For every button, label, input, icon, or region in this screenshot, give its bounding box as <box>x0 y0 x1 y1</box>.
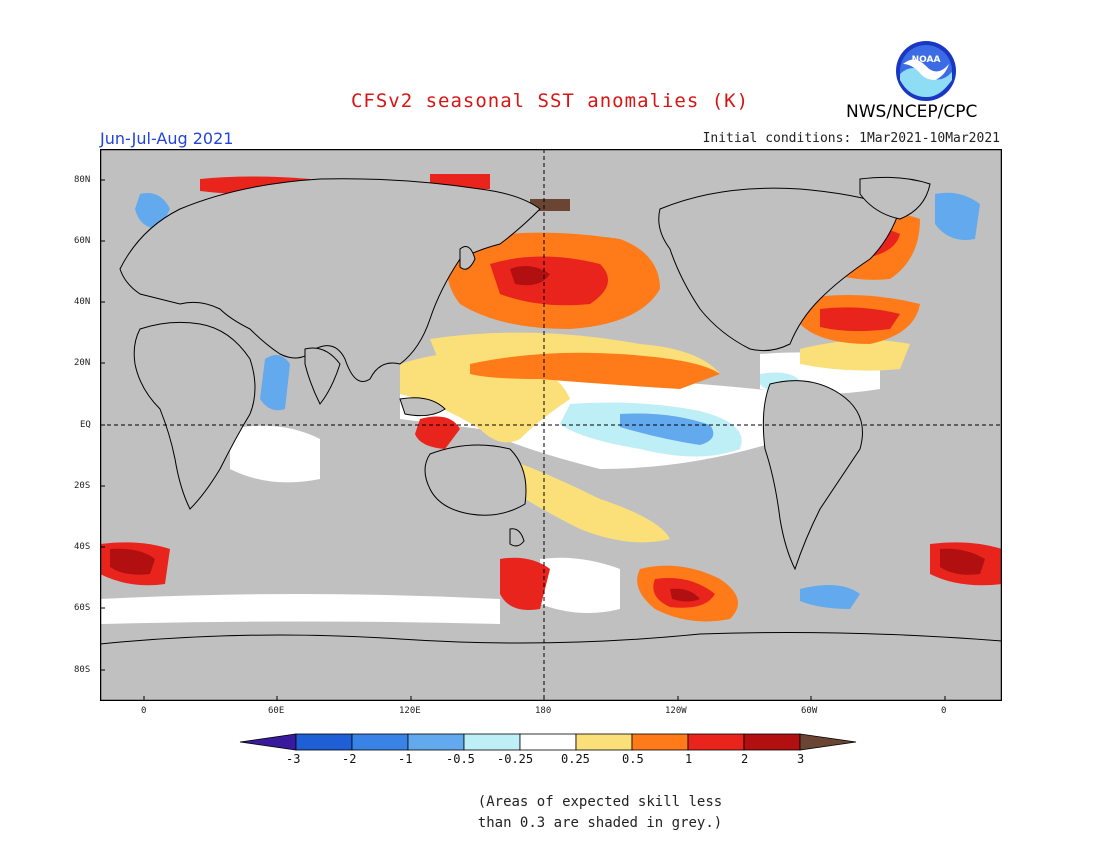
lat-label: 60N <box>74 236 91 246</box>
lat-label: 40N <box>74 297 91 307</box>
initial-conditions-label: Initial conditions: 1Mar2021-10Mar2021 <box>702 131 1000 146</box>
map-title: CFSv2 seasonal SST anomalies (K) <box>350 90 750 112</box>
logo-text: NOAA <box>912 55 941 65</box>
legend-label: -0.5 <box>446 752 475 766</box>
footnote-line: (Areas of expected skill less <box>477 794 723 810</box>
legend-label: -2 <box>342 752 357 766</box>
lon-label: 0 <box>941 706 947 716</box>
lat-label: 40S <box>74 542 91 552</box>
lon-label: 120W <box>665 706 687 716</box>
legend-label: 0.5 <box>622 752 644 766</box>
color-legend <box>239 733 857 751</box>
agency-label: NWS/NCEP/CPC <box>846 102 978 122</box>
footnote-line: than 0.3 are shaded in grey.) <box>477 815 723 831</box>
continents <box>100 176 1002 701</box>
legend-label: 1 <box>685 752 693 766</box>
sst-anomaly-map <box>100 149 1002 701</box>
lat-label: 60S <box>74 603 91 613</box>
lat-label: 20S <box>74 481 91 491</box>
skill-footnote: (Areas of expected skill less than 0.3 a… <box>440 792 760 834</box>
lat-label: 80N <box>74 175 91 185</box>
noaa-logo: NOAA <box>896 41 956 101</box>
lon-label: 60E <box>268 706 285 716</box>
legend-label: -0.25 <box>497 752 534 766</box>
lat-label: EQ <box>80 420 91 430</box>
legend-label: 0.25 <box>561 752 590 766</box>
legend-label: 2 <box>741 752 749 766</box>
legend-label: 3 <box>797 752 805 766</box>
lat-label: 20N <box>74 358 91 368</box>
lon-label: 180 <box>535 706 552 716</box>
lon-label: 60W <box>801 706 818 716</box>
legend-label: -1 <box>398 752 413 766</box>
lon-label: 120E <box>399 706 421 716</box>
lon-label: 0 <box>141 706 147 716</box>
lat-label: 80S <box>74 665 91 675</box>
legend-label: -3 <box>286 752 301 766</box>
season-label: Jun-Jul-Aug 2021 <box>100 129 234 148</box>
